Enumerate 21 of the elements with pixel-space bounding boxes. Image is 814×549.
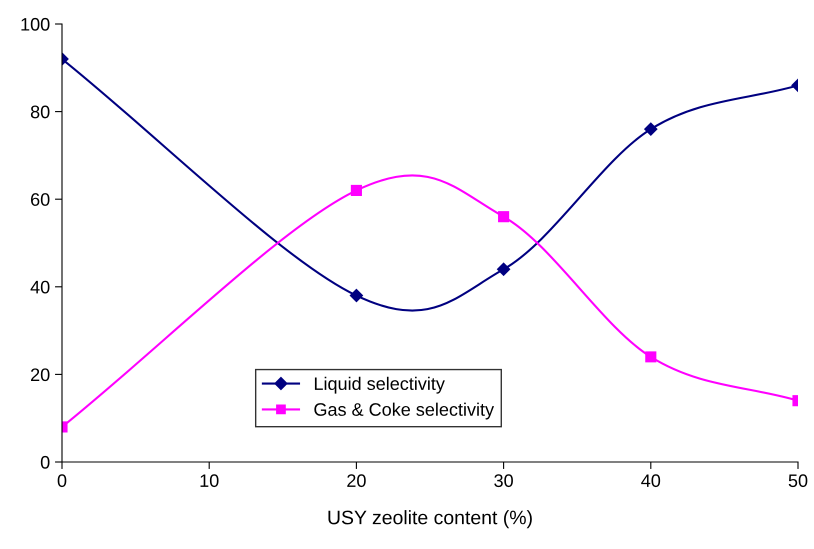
y-tick-label: 0 [40,456,50,469]
y-tick-label: 60 [31,193,50,206]
point [350,184,362,196]
x-tick-label: 40 [641,474,660,488]
y-tick-label: 20 [31,368,50,382]
legend-label: Liquid selectivity [314,376,445,394]
point [644,122,658,136]
x-tick-label: 20 [347,474,366,488]
legend-label: Gas & Coke selectivity [314,402,494,420]
x-tick-label: 0 [58,474,66,488]
y-tick-label: 100 [21,18,50,31]
point [645,351,656,362]
x-tick-label: 30 [494,474,513,488]
x-tick-label: 50 [788,474,808,488]
x-tick-label: 10 [200,474,219,488]
point [497,262,510,276]
y-tick-label: 80 [30,106,50,118]
point [498,211,510,222]
x-axis-title: USY zeolite content (%) [328,510,532,528]
y-tick-label: 40 [30,280,50,294]
point [350,288,363,302]
